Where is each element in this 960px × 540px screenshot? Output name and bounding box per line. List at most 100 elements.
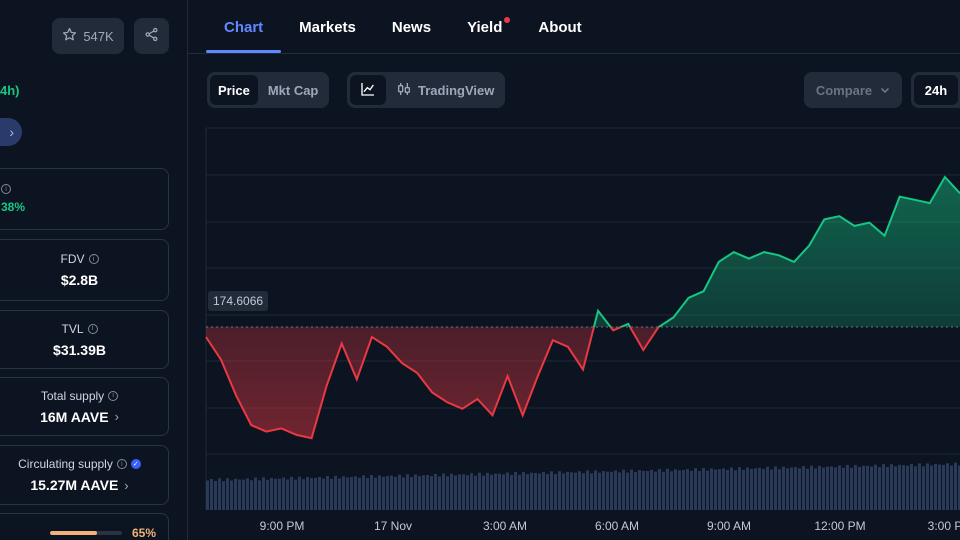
volume-bar xyxy=(474,475,477,510)
volume-bar xyxy=(546,474,549,510)
volume-bar xyxy=(774,466,777,510)
total-supply-card[interactable]: Total supply i 16M AAVE › xyxy=(0,377,169,436)
volume-bar xyxy=(510,474,513,510)
volume-bar xyxy=(938,464,941,510)
range-24h-label: 24h xyxy=(924,82,948,98)
volume-bar xyxy=(590,473,593,510)
volume-bar xyxy=(238,479,241,510)
chevron-right-icon: › xyxy=(114,409,119,424)
volume-bar xyxy=(306,477,309,510)
volume-bar xyxy=(866,465,869,510)
tab-yield[interactable]: Yield xyxy=(449,0,520,54)
candlestick-icon xyxy=(396,81,412,100)
volume-bar xyxy=(482,475,485,510)
tradingview-button[interactable]: TradingView xyxy=(388,75,502,105)
info-icon[interactable]: i xyxy=(87,323,98,334)
share-button[interactable] xyxy=(134,18,169,54)
fdv-label: FDV xyxy=(60,252,85,266)
volume-bar xyxy=(798,468,801,510)
volume-bar xyxy=(598,472,601,510)
volume-bar xyxy=(646,470,649,510)
time-range-toggle: 24h xyxy=(911,72,960,108)
volume-bar xyxy=(570,472,573,510)
volume-bar xyxy=(894,466,897,510)
total-supply-label: Total supply xyxy=(40,388,105,403)
volume-bar xyxy=(458,474,461,510)
line-chart-button[interactable] xyxy=(350,75,386,105)
volume-bar xyxy=(642,470,645,510)
volume-bar xyxy=(722,468,725,510)
tab-news[interactable]: News xyxy=(374,0,449,54)
volume-bar xyxy=(878,467,881,510)
volume-bar xyxy=(438,476,441,510)
tvl-card: TVL i $31.39B xyxy=(0,310,169,369)
volume-bar xyxy=(446,476,449,510)
info-icon[interactable]: i xyxy=(116,459,127,469)
volume-bar xyxy=(694,468,697,510)
price-toggle-button[interactable]: Price xyxy=(210,75,258,105)
volume-bar xyxy=(586,470,589,510)
star-icon xyxy=(62,27,77,45)
volume-bar xyxy=(770,469,773,510)
volume-bar xyxy=(922,466,925,510)
volume-bar xyxy=(326,476,329,510)
volume-bar xyxy=(242,479,245,510)
range-24h-button[interactable]: 24h xyxy=(914,75,958,105)
volume-bar xyxy=(498,473,501,510)
volume-bar xyxy=(226,478,229,510)
volume-bar xyxy=(398,474,401,510)
volume-bar xyxy=(662,471,665,510)
volume-bar xyxy=(566,471,569,510)
tab-about[interactable]: About xyxy=(520,0,599,54)
reference-price-label: 174.6066 xyxy=(208,291,269,311)
volume-bar xyxy=(390,475,393,510)
info-icon[interactable]: i xyxy=(88,254,99,264)
x-tick-label: 3:00 AM xyxy=(482,519,528,533)
volume-bar xyxy=(890,464,893,510)
volume-bar xyxy=(714,469,717,510)
volume-bar xyxy=(558,471,561,510)
tradingview-label: TradingView xyxy=(418,82,495,98)
volume-bar xyxy=(914,466,917,510)
next-chip[interactable]: › xyxy=(0,118,22,146)
volume-bar xyxy=(702,468,705,510)
volume-bar xyxy=(230,480,233,510)
price-change-timeframe: 4h) xyxy=(0,83,20,98)
volume-bar xyxy=(450,473,453,510)
watchlist-button[interactable]: 547K xyxy=(52,18,124,54)
volume-bar xyxy=(634,472,637,510)
volume-bar xyxy=(758,467,761,510)
compare-label: Compare xyxy=(815,82,873,98)
mktcap-toggle-button[interactable]: Mkt Cap xyxy=(260,75,327,105)
volume-bar xyxy=(682,470,685,510)
volume-bar xyxy=(562,473,565,510)
volume-bar xyxy=(522,472,525,510)
x-tick-label: 9:00 AM xyxy=(706,519,752,533)
volume-bar xyxy=(622,469,625,510)
volume-bar xyxy=(462,474,465,510)
coin-stats-sidebar: 547K 4h) › i 38% FDV i $2.8B TVL i $31.39B… xyxy=(0,0,188,540)
tvl-label: TVL xyxy=(61,321,84,336)
tab-markets[interactable]: Markets xyxy=(281,0,374,54)
price-area-below xyxy=(206,326,659,439)
volume-bar xyxy=(534,472,537,510)
chevron-right-icon: › xyxy=(124,477,129,493)
volume-bar xyxy=(374,477,377,510)
volume-bar xyxy=(298,476,301,510)
volume-bar xyxy=(790,467,793,510)
volume-bar xyxy=(942,464,945,510)
volume-bar xyxy=(302,479,305,510)
volume-bar xyxy=(602,470,605,510)
volume-bar xyxy=(686,469,689,510)
volume-bar xyxy=(710,468,713,510)
circulating-supply-card[interactable]: Circulating supply i ✓ 15.27M AAVE › xyxy=(0,445,169,505)
volume-bar xyxy=(362,475,365,510)
compare-dropdown[interactable]: Compare xyxy=(804,72,902,108)
volume-bar xyxy=(654,471,657,510)
share-icon xyxy=(144,27,159,45)
volume-bar xyxy=(746,467,749,510)
info-icon[interactable]: i xyxy=(108,390,119,401)
volume-bar xyxy=(802,466,805,510)
volume-bar xyxy=(410,477,413,510)
tab-chart[interactable]: Chart xyxy=(206,0,282,54)
